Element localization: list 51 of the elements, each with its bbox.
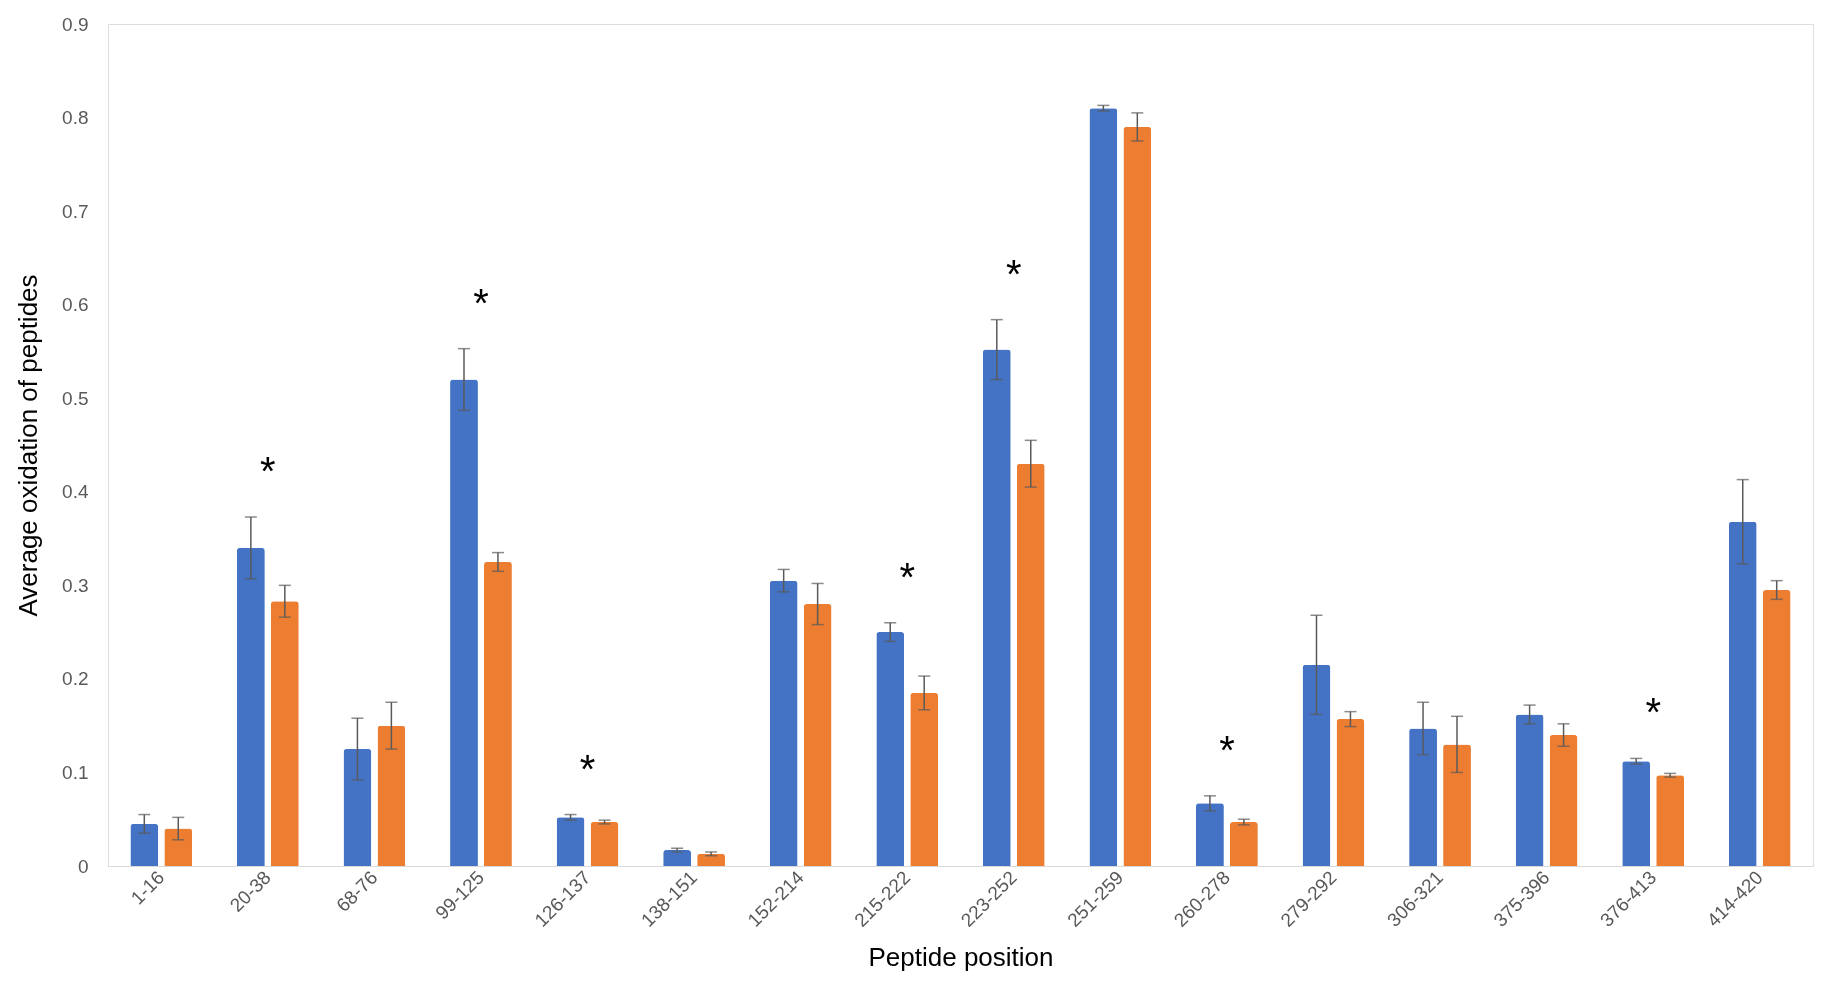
y-tick-label: 0 [77,855,89,877]
y-tick-label: 0.6 [62,294,89,316]
bar [1622,761,1651,866]
bar [343,749,372,866]
bar [1409,728,1437,866]
bar [556,817,585,866]
bar [982,349,1011,866]
bar [1515,714,1544,866]
annotation: * [899,554,916,599]
bar [270,601,299,866]
bar [663,850,692,866]
bar [236,547,265,866]
annotation: * [1005,251,1022,296]
bar [910,692,939,866]
bar [164,828,193,866]
bar [803,604,832,866]
annotation: * [579,746,596,791]
bar [1762,590,1791,866]
y-axis-title: Average oxidation of peptides [13,274,44,617]
y-tick-label: 0.3 [62,574,89,596]
bar [450,379,478,866]
y-tick-label: 0.1 [62,761,89,783]
annotation: * [1219,727,1235,772]
bar [1336,719,1365,866]
bar [1089,108,1118,866]
bar [377,725,406,866]
bar [1229,822,1258,866]
bar [769,580,798,866]
x-axis-title: Peptide position [868,941,1054,972]
y-tick-label: 0.7 [62,200,89,222]
bar [590,822,619,866]
bar [130,823,159,866]
annotation: * [1645,690,1661,735]
y-tick-label: 0.5 [62,387,89,409]
bar [1656,775,1685,866]
bar [876,632,905,866]
y-tick-label: 0.9 [62,13,89,35]
bar [1549,735,1578,866]
y-tick-label: 0.4 [62,481,89,503]
bar [1302,664,1331,866]
bar [1123,126,1152,866]
annotation: * [473,280,489,325]
bar [1443,744,1471,866]
bar [1016,463,1045,866]
bar [1728,521,1757,866]
annotation: * [260,449,276,494]
bar [1196,803,1224,866]
y-tick-label: 0.8 [62,107,89,129]
bar [484,561,512,866]
bar [697,853,725,866]
y-tick-label: 0.2 [62,668,89,690]
